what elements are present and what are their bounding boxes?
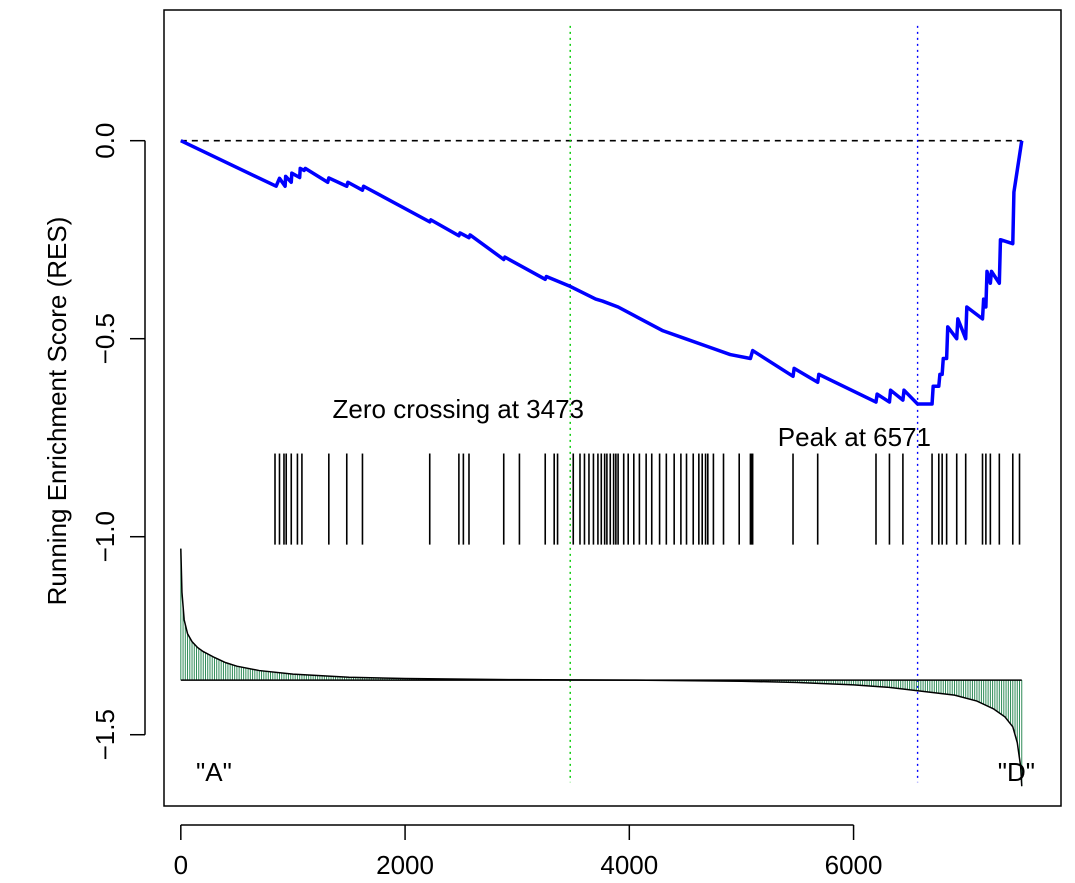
y-tick-label: −1.0	[90, 511, 120, 562]
x-axis: 0 2000 4000 6000	[174, 824, 883, 880]
x-tick-label: 4000	[600, 850, 658, 880]
plot-frame	[163, 9, 1062, 807]
x-tick-label: 6000	[825, 850, 883, 880]
x-tick-label: 2000	[376, 850, 434, 880]
peak-annotation: Peak at 6571	[778, 422, 931, 452]
y-tick-label: −0.5	[90, 313, 120, 364]
zero-crossing-annotation: Zero crossing at 3473	[333, 394, 584, 424]
y-axis-label: Running Enrichment Score (RES)	[42, 217, 72, 606]
gene-hit-bars	[274, 453, 1021, 545]
y-axis: 0.0 −0.5 −1.0 −1.5	[90, 123, 146, 760]
x-tick-label: 0	[174, 850, 188, 880]
phenotype-label-d: "D"	[998, 757, 1035, 787]
y-tick-label: 0.0	[90, 123, 120, 159]
running-enrichment-score-line	[180, 139, 1024, 406]
y-tick-label: −1.5	[90, 709, 120, 760]
phenotype-label-a: "A"	[196, 757, 232, 787]
